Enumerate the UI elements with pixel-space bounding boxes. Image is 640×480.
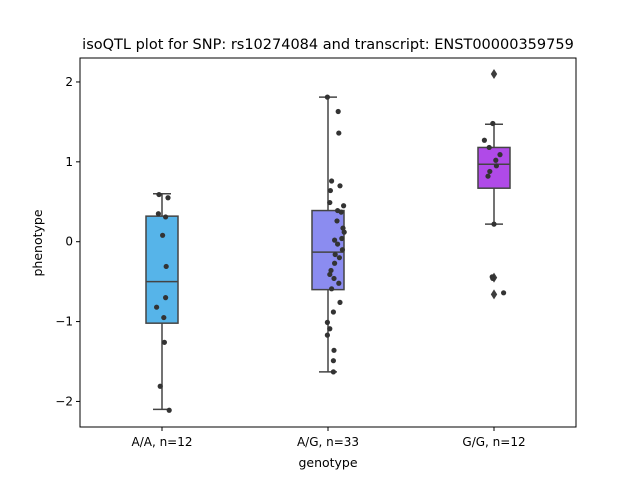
data-point <box>493 163 499 169</box>
data-point <box>163 263 169 270</box>
plot-area <box>145 68 511 413</box>
data-point <box>160 232 166 238</box>
data-point <box>339 235 345 242</box>
data-point <box>330 309 336 315</box>
data-point <box>493 157 499 163</box>
data-point <box>336 280 342 286</box>
data-point <box>155 211 161 217</box>
x-tick-label: A/A, n=12 <box>131 435 192 449</box>
x-axis-label: genotype <box>298 455 357 470</box>
x-axis: A/A, n=12 A/G, n=33 G/G, n=12 <box>131 427 526 449</box>
y-tick-label: 0 <box>65 235 73 249</box>
data-point <box>327 199 333 206</box>
data-point <box>335 108 341 115</box>
data-point <box>327 271 333 278</box>
x-tick-label: A/G, n=33 <box>297 435 359 449</box>
data-point <box>334 218 340 224</box>
data-point <box>161 339 167 345</box>
data-point <box>161 314 167 321</box>
data-point <box>485 173 491 179</box>
data-point <box>157 383 163 389</box>
data-point <box>166 407 172 413</box>
outlier-marker <box>490 289 498 300</box>
data-point <box>486 144 492 151</box>
data-point <box>487 168 493 175</box>
data-point <box>324 94 330 100</box>
data-point <box>337 299 343 306</box>
box-group <box>311 94 347 375</box>
box <box>477 146 511 189</box>
data-point <box>338 209 344 215</box>
data-point <box>501 290 507 296</box>
data-point <box>341 229 347 235</box>
data-point <box>340 225 346 231</box>
data-point <box>330 358 336 364</box>
y-tick-label: −2 <box>55 394 73 408</box>
data-point <box>329 286 335 292</box>
y-axis-label: phenotype <box>30 209 45 276</box>
data-point <box>335 241 341 247</box>
y-axis: −2 −1 0 1 2 <box>55 75 80 408</box>
data-point <box>331 347 337 353</box>
data-point <box>332 251 338 258</box>
data-point <box>329 178 335 184</box>
box-group <box>145 191 179 413</box>
outlier-marker <box>490 68 498 79</box>
data-point <box>332 260 338 266</box>
y-tick-label: 1 <box>65 155 73 169</box>
chart-title: isoQTL plot for SNP: rs10274084 and tran… <box>82 37 574 53</box>
data-point <box>163 214 169 220</box>
data-point <box>337 183 343 189</box>
data-point <box>336 255 342 261</box>
data-point <box>336 130 342 136</box>
y-tick-label: −1 <box>55 315 73 329</box>
data-point <box>481 137 487 143</box>
data-point <box>330 369 336 375</box>
data-point <box>324 319 330 325</box>
data-point <box>339 247 345 253</box>
data-point <box>332 237 338 243</box>
data-point <box>331 275 337 282</box>
data-point <box>156 191 162 198</box>
data-point <box>324 332 330 338</box>
x-tick-label: G/G, n=12 <box>462 435 525 449</box>
data-point <box>154 304 160 310</box>
box <box>311 209 345 291</box>
y-tick-label: 2 <box>65 75 73 89</box>
data-point <box>490 275 496 282</box>
data-point <box>163 295 169 301</box>
data-point <box>328 267 334 274</box>
data-point <box>341 203 347 209</box>
data-point <box>490 120 496 127</box>
box-group <box>477 68 511 300</box>
data-point <box>491 221 497 227</box>
data-point <box>165 195 171 201</box>
data-point <box>327 187 333 194</box>
box <box>145 215 179 324</box>
data-point <box>327 326 333 332</box>
data-point <box>497 152 503 158</box>
